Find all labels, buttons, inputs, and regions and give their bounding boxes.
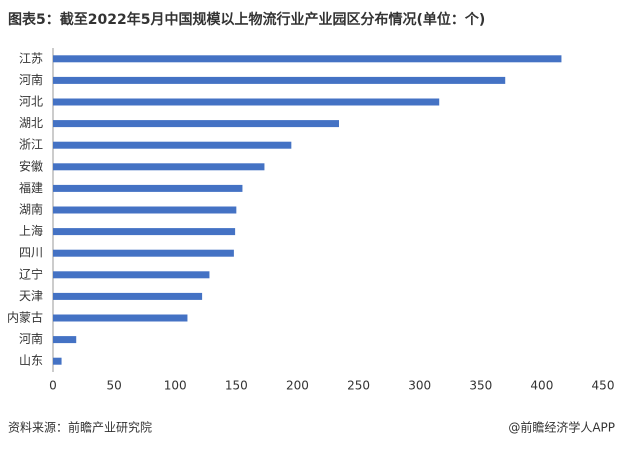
x-tick-label: 200 xyxy=(286,379,309,393)
bar xyxy=(53,55,562,63)
x-tick-label: 450 xyxy=(592,379,615,393)
y-tick-label: 内蒙古 xyxy=(7,310,43,325)
x-tick-label: 150 xyxy=(225,379,248,393)
bar xyxy=(53,271,210,279)
bar xyxy=(53,336,77,344)
bar xyxy=(53,76,506,84)
y-tick-label: 辽宁 xyxy=(19,266,43,281)
bar xyxy=(53,184,243,192)
x-tick-label: 250 xyxy=(347,379,370,393)
x-tick-label: 100 xyxy=(164,379,187,393)
y-tick-label: 山东 xyxy=(19,354,43,368)
bar xyxy=(53,292,203,300)
bar xyxy=(53,249,234,257)
bar xyxy=(53,120,339,128)
bar xyxy=(53,206,237,214)
bar xyxy=(53,357,62,365)
bar xyxy=(53,141,292,149)
chart-title: 图表5：截至2022年5月中国规模以上物流行业产业园区分布情况(单位：个) xyxy=(8,11,485,28)
credit: @前瞻经济学人APP xyxy=(508,420,615,435)
x-tick-label: 50 xyxy=(106,379,121,393)
y-tick-label: 河南 xyxy=(19,72,43,87)
bar xyxy=(53,163,265,171)
bar xyxy=(53,314,188,322)
y-tick-label: 江苏 xyxy=(19,51,43,65)
y-tick-label: 河北 xyxy=(19,95,43,109)
source: 资料来源：前瞻产业研究院 xyxy=(8,420,152,435)
y-tick-label: 河南 xyxy=(19,331,43,346)
bar xyxy=(53,98,440,106)
y-tick-label: 安徽 xyxy=(19,158,43,173)
y-tick-label: 天津 xyxy=(19,289,43,303)
y-tick-label: 上海 xyxy=(19,223,43,238)
y-tick-label: 福建 xyxy=(19,180,43,195)
y-tick-label: 浙江 xyxy=(19,138,43,152)
x-tick-label: 300 xyxy=(408,379,431,393)
y-tick-label: 四川 xyxy=(19,246,43,260)
x-tick-label: 350 xyxy=(469,379,492,393)
x-tick-label: 400 xyxy=(530,379,553,393)
x-tick-label: 0 xyxy=(49,379,57,393)
bar xyxy=(53,228,236,236)
y-tick-label: 湖南 xyxy=(19,202,43,217)
y-tick-label: 湖北 xyxy=(19,115,43,130)
